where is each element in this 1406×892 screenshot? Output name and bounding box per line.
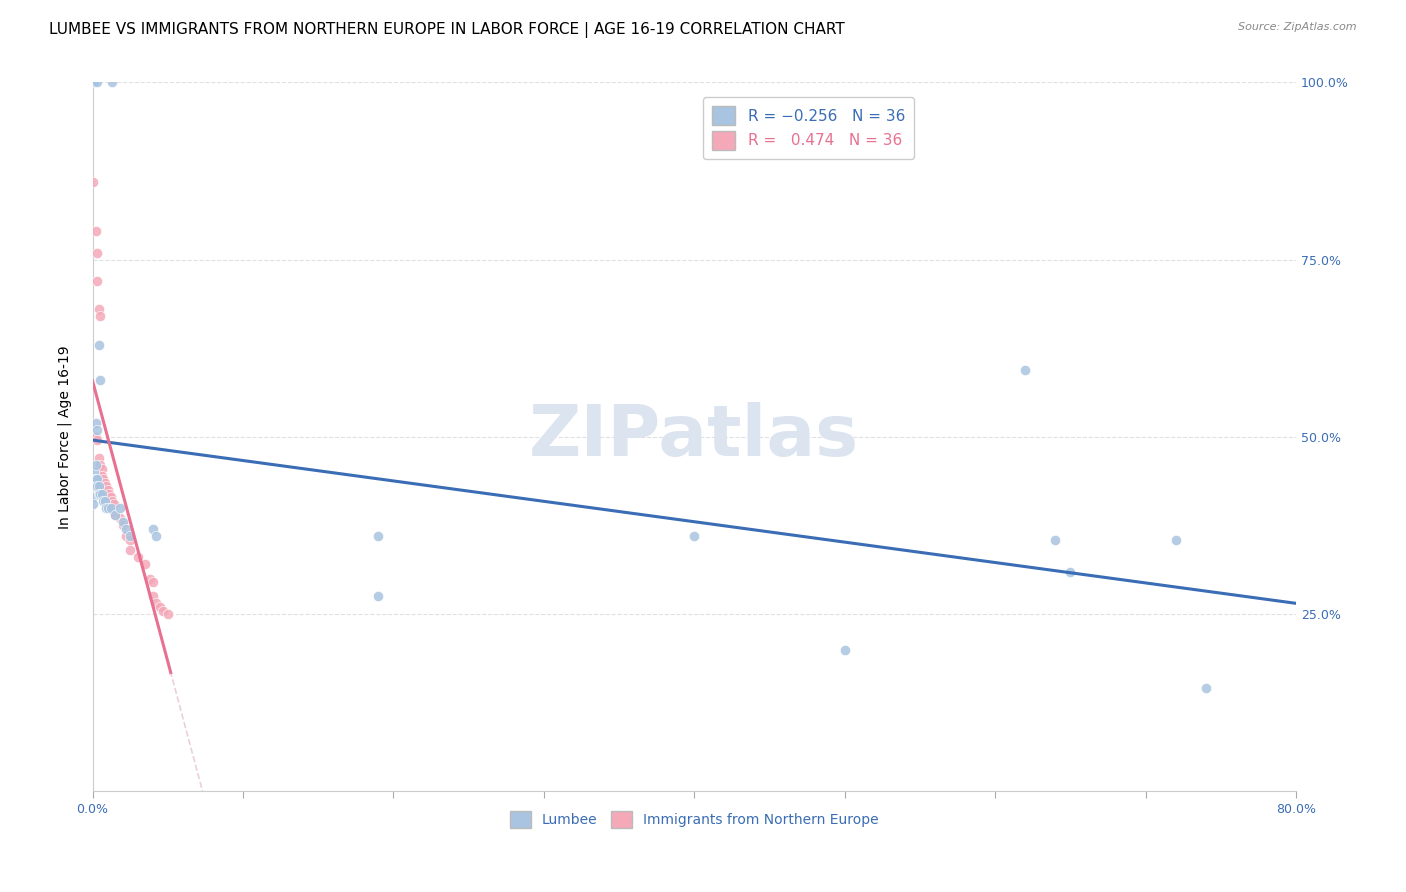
- Point: [94, 479, 117, 493]
- Point: [101, 75, 124, 89]
- Point: [104, 508, 127, 522]
- Point: [142, 575, 165, 590]
- Point: [86, 479, 108, 493]
- Point: [1195, 681, 1218, 696]
- Point: [367, 590, 389, 604]
- Point: [96, 500, 118, 515]
- Legend: Lumbee, Immigrants from Northern Europe: Lumbee, Immigrants from Northern Europe: [505, 805, 884, 834]
- Point: [683, 529, 706, 543]
- Point: [90, 486, 112, 500]
- Point: [84, 224, 107, 238]
- Point: [145, 596, 167, 610]
- Text: ZIPatlas: ZIPatlas: [529, 402, 859, 471]
- Point: [87, 302, 110, 317]
- Point: [86, 274, 108, 288]
- Point: [834, 642, 856, 657]
- Point: [83, 430, 105, 444]
- Point: [120, 543, 142, 558]
- Point: [104, 508, 127, 522]
- Point: [86, 423, 108, 437]
- Point: [91, 493, 114, 508]
- Point: [82, 175, 104, 189]
- Point: [100, 490, 122, 504]
- Point: [101, 493, 124, 508]
- Point: [149, 599, 172, 614]
- Point: [156, 607, 179, 621]
- Point: [83, 472, 105, 486]
- Point: [82, 75, 104, 89]
- Point: [1164, 533, 1187, 547]
- Point: [90, 462, 112, 476]
- Point: [120, 533, 142, 547]
- Point: [1059, 565, 1081, 579]
- Point: [84, 458, 107, 473]
- Point: [84, 472, 107, 486]
- Point: [120, 529, 142, 543]
- Point: [87, 451, 110, 466]
- Point: [82, 490, 104, 504]
- Point: [91, 472, 114, 486]
- Point: [86, 75, 108, 89]
- Point: [89, 373, 111, 387]
- Point: [145, 529, 167, 543]
- Point: [83, 479, 105, 493]
- Point: [98, 486, 121, 500]
- Point: [367, 529, 389, 543]
- Point: [89, 458, 111, 473]
- Point: [100, 500, 122, 515]
- Point: [103, 497, 125, 511]
- Point: [108, 500, 131, 515]
- Point: [87, 486, 110, 500]
- Point: [142, 590, 165, 604]
- Point: [111, 518, 134, 533]
- Point: [134, 558, 156, 572]
- Text: Source: ZipAtlas.com: Source: ZipAtlas.com: [1239, 22, 1357, 32]
- Point: [87, 337, 110, 351]
- Point: [84, 430, 107, 444]
- Point: [86, 245, 108, 260]
- Text: LUMBEE VS IMMIGRANTS FROM NORTHERN EUROPE IN LABOR FORCE | AGE 16-19 CORRELATION: LUMBEE VS IMMIGRANTS FROM NORTHERN EUROP…: [49, 22, 845, 38]
- Point: [90, 468, 112, 483]
- Point: [84, 416, 107, 430]
- Point: [1045, 533, 1067, 547]
- Point: [1014, 362, 1036, 376]
- Point: [152, 603, 174, 617]
- Point: [138, 572, 160, 586]
- Point: [93, 475, 115, 490]
- Point: [89, 310, 111, 324]
- Point: [83, 465, 105, 479]
- Point: [83, 75, 105, 89]
- Point: [87, 479, 110, 493]
- Point: [93, 493, 115, 508]
- Y-axis label: In Labor Force | Age 16-19: In Labor Force | Age 16-19: [58, 345, 72, 529]
- Point: [114, 522, 136, 536]
- Point: [127, 550, 149, 565]
- Point: [86, 434, 108, 448]
- Point: [108, 511, 131, 525]
- Point: [86, 472, 108, 486]
- Point: [111, 515, 134, 529]
- Point: [89, 486, 111, 500]
- Point: [96, 483, 118, 497]
- Point: [82, 497, 104, 511]
- Point: [82, 475, 104, 490]
- Point: [94, 500, 117, 515]
- Point: [142, 522, 165, 536]
- Point: [114, 529, 136, 543]
